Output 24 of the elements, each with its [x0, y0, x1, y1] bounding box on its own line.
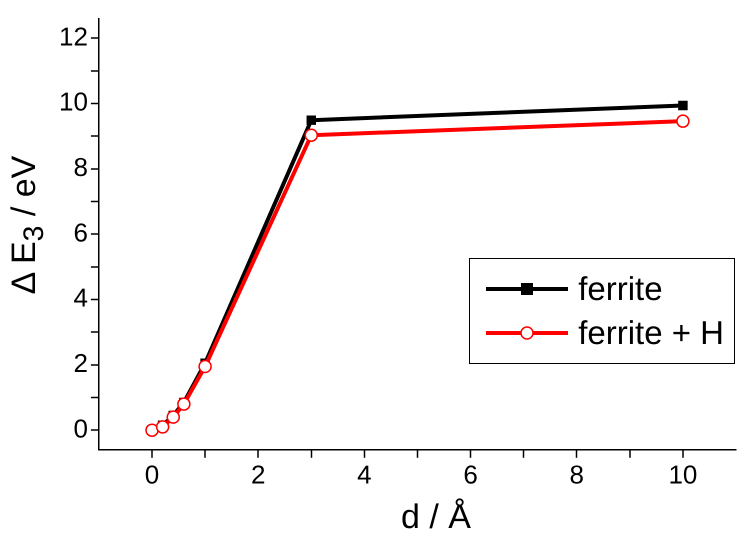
point	[156, 420, 170, 434]
y-tick-label: 4	[73, 282, 88, 313]
y-tick-label: 6	[73, 217, 88, 248]
x-axis-title: d / Å	[400, 497, 472, 538]
point	[177, 397, 191, 411]
y-tick-label: 12	[59, 21, 88, 52]
y-tick-label: 0	[73, 413, 88, 444]
x-tick-label: 4	[357, 460, 372, 490]
y-tick-label: 10	[59, 86, 88, 117]
point	[304, 128, 318, 142]
y-tick-label: 8	[73, 152, 88, 182]
legend-label: ferrite	[578, 269, 663, 309]
x-tick-label: 2	[250, 460, 266, 490]
legend-label: ferrite + H	[578, 313, 724, 353]
y-tick-label: 2	[73, 348, 88, 378]
x-tick-label: 10	[668, 460, 698, 490]
point	[166, 410, 180, 424]
x-tick-label: 6	[463, 460, 478, 490]
point	[306, 115, 316, 125]
x-tick-label: 8	[569, 460, 584, 490]
point	[678, 100, 688, 110]
point	[676, 114, 690, 128]
point	[198, 360, 212, 374]
x-tick-label: 0	[144, 460, 160, 490]
